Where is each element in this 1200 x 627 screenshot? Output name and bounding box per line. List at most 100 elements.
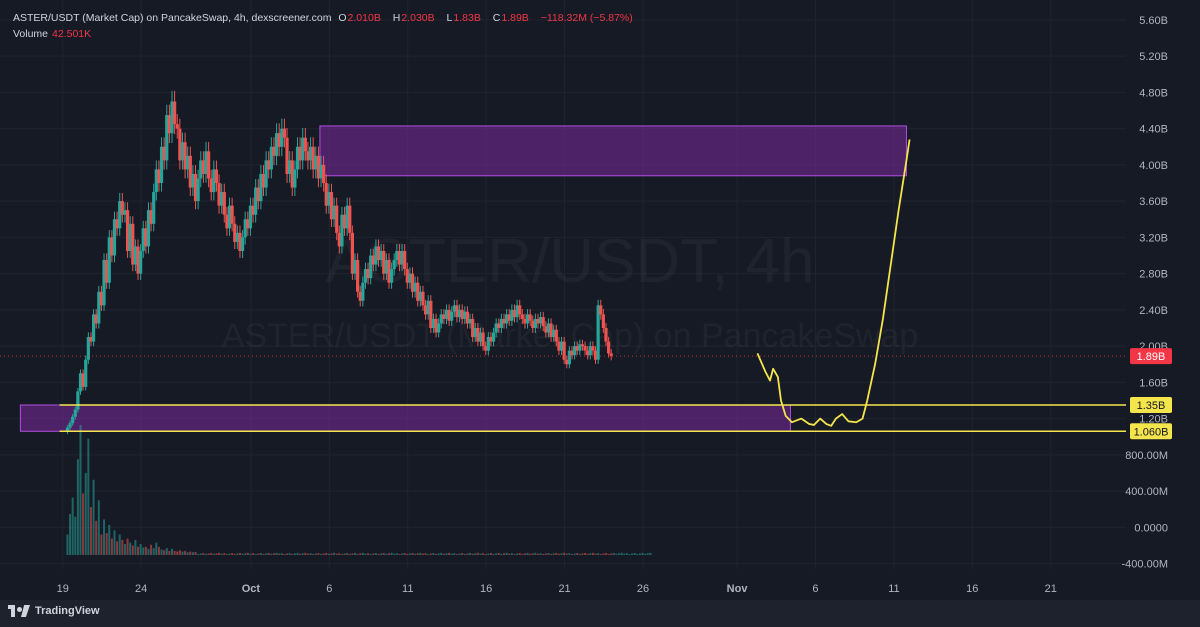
- volume-bar: [220, 553, 223, 555]
- volume-bar: [591, 552, 594, 555]
- volume-bar: [563, 552, 566, 555]
- volume-bar: [537, 553, 540, 555]
- volume-bar: [542, 554, 545, 555]
- time-tick-label: 26: [637, 583, 649, 595]
- volume-bar: [421, 553, 424, 555]
- volume-bar: [126, 538, 129, 555]
- volume-bar: [602, 553, 605, 555]
- volume-bar: [573, 553, 576, 555]
- volume-bar: [351, 553, 354, 555]
- volume-bar: [189, 551, 192, 555]
- candle-body: [478, 332, 483, 342]
- tradingview-logo[interactable]: TradingView: [8, 605, 100, 617]
- volume-bar: [333, 552, 336, 555]
- candle-body: [596, 305, 600, 360]
- volume-bar: [293, 553, 296, 555]
- candle-body: [539, 317, 543, 324]
- candle-body: [606, 341, 611, 354]
- volume-bar: [66, 534, 69, 555]
- volume-bar: [309, 553, 312, 555]
- volume-bar: [476, 552, 479, 555]
- candle-body: [541, 317, 545, 327]
- volume-bar: [354, 552, 357, 555]
- volume-bar: [199, 553, 202, 555]
- volume-bar: [644, 553, 647, 555]
- volume-bar: [330, 553, 333, 555]
- candle-body: [358, 291, 362, 301]
- candle-body: [303, 137, 307, 152]
- candle-body: [400, 250, 404, 265]
- zone-support: [19, 404, 791, 432]
- candle-body: [455, 305, 459, 318]
- volume-bar: [194, 551, 197, 555]
- volume-bar: [377, 553, 380, 555]
- candles: [65, 90, 613, 435]
- time-tick-label: 11: [888, 583, 899, 595]
- volume-bar: [458, 553, 461, 555]
- volume-bar: [463, 553, 466, 555]
- volume-bar: [275, 552, 278, 555]
- volume-bar: [181, 551, 184, 555]
- volume-bar: [144, 546, 147, 555]
- volume-bar: [623, 553, 626, 555]
- candle-body: [502, 318, 506, 324]
- candle-body: [288, 160, 292, 174]
- volume-bar: [142, 547, 145, 555]
- candle-body: [225, 214, 229, 229]
- volume-bar: [557, 553, 560, 555]
- volume-bar: [176, 551, 179, 555]
- candle-body: [81, 373, 85, 387]
- volume-bar: [165, 548, 168, 555]
- candle-body: [387, 260, 391, 283]
- volume-bar: [445, 553, 448, 555]
- volume-bar: [87, 438, 90, 555]
- time-tick-label: 24: [135, 583, 147, 595]
- volume-bar: [489, 553, 492, 555]
- volume-bar: [265, 553, 268, 555]
- volume-bar: [570, 554, 573, 555]
- volume-bar: [84, 472, 87, 555]
- volume-bar: [604, 553, 607, 555]
- candle-body: [515, 305, 519, 318]
- volume-bar: [212, 553, 215, 555]
- volume-bar: [343, 553, 346, 555]
- candle-body: [408, 273, 412, 283]
- volume-bar: [615, 553, 618, 555]
- candle-body: [204, 151, 208, 174]
- price-tick-label: 5.20B: [1139, 51, 1168, 63]
- candle-body: [434, 318, 438, 333]
- volume-bar: [479, 553, 482, 555]
- candle-body: [366, 269, 370, 279]
- candle-body: [227, 205, 232, 229]
- volume-bar: [241, 553, 244, 555]
- candle-body: [324, 183, 328, 206]
- volume-bar: [306, 553, 309, 555]
- candle-body: [439, 314, 443, 324]
- candle-body: [123, 210, 127, 215]
- ohlc-open: O2.010B: [338, 12, 381, 24]
- candle-body: [120, 201, 124, 215]
- volume-bar: [450, 553, 453, 555]
- volume-bar: [380, 553, 383, 555]
- volume-bar: [589, 553, 592, 555]
- volume-bar: [163, 550, 166, 555]
- volume-bar: [225, 554, 228, 555]
- candle-body: [463, 311, 467, 319]
- candle-body: [505, 314, 509, 324]
- volume-bar: [134, 539, 137, 555]
- candle-body: [86, 337, 90, 360]
- candle-body: [308, 146, 313, 161]
- footer-bar: [0, 600, 1200, 627]
- time-tick-label: 11: [402, 583, 413, 595]
- volume-bar: [584, 552, 587, 555]
- candle-body: [235, 232, 239, 242]
- volume-bar: [442, 553, 445, 555]
- candle-body: [337, 232, 341, 247]
- candle-body: [559, 341, 564, 351]
- candle-body: [468, 318, 472, 324]
- volume-bar: [348, 553, 351, 555]
- tradingview-brand: TradingView: [35, 605, 100, 617]
- candle-body: [531, 320, 535, 328]
- candle-body: [447, 309, 451, 321]
